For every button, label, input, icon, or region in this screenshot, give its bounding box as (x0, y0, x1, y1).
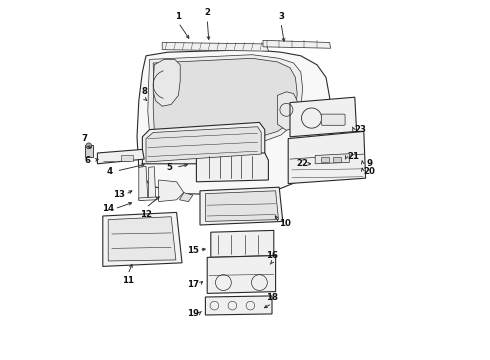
Polygon shape (139, 166, 148, 201)
Text: 20: 20 (363, 166, 375, 175)
Text: 14: 14 (102, 204, 114, 213)
Bar (121, 155, 133, 161)
Text: 19: 19 (187, 309, 199, 318)
Text: 8: 8 (141, 87, 147, 96)
Polygon shape (153, 58, 297, 144)
Text: 17: 17 (187, 280, 199, 289)
FancyBboxPatch shape (321, 114, 345, 125)
Text: 16: 16 (266, 251, 278, 260)
Polygon shape (288, 131, 366, 184)
Text: 21: 21 (347, 152, 359, 161)
Polygon shape (148, 167, 156, 199)
Polygon shape (263, 40, 331, 48)
Polygon shape (159, 180, 184, 202)
Circle shape (86, 143, 92, 149)
Polygon shape (207, 256, 275, 293)
Polygon shape (205, 296, 272, 315)
Polygon shape (139, 197, 157, 201)
Polygon shape (200, 187, 283, 225)
Polygon shape (290, 97, 357, 137)
Bar (333, 157, 341, 162)
Polygon shape (103, 212, 182, 266)
Polygon shape (143, 122, 265, 164)
Text: 1: 1 (175, 12, 181, 21)
Text: 2: 2 (204, 8, 210, 17)
Text: 11: 11 (122, 276, 134, 285)
Text: 4: 4 (107, 166, 113, 175)
Polygon shape (162, 42, 269, 51)
Text: 10: 10 (279, 219, 291, 228)
Text: 5: 5 (167, 163, 172, 172)
Polygon shape (137, 50, 330, 194)
Text: 7: 7 (82, 134, 88, 143)
Text: 22: 22 (296, 159, 309, 168)
Polygon shape (98, 149, 144, 164)
Text: 13: 13 (113, 190, 125, 199)
Polygon shape (108, 217, 176, 261)
Polygon shape (148, 55, 303, 149)
Polygon shape (211, 230, 274, 257)
Polygon shape (196, 153, 269, 182)
Text: 12: 12 (140, 210, 152, 219)
Bar (320, 157, 328, 162)
Polygon shape (146, 127, 261, 162)
Polygon shape (315, 154, 349, 164)
Polygon shape (179, 193, 193, 202)
Text: 23: 23 (354, 125, 366, 134)
Polygon shape (153, 59, 180, 106)
Text: 15: 15 (187, 246, 199, 255)
Text: 18: 18 (266, 292, 278, 302)
Polygon shape (205, 191, 278, 221)
Text: 3: 3 (278, 12, 284, 21)
Text: 9: 9 (366, 159, 372, 168)
Polygon shape (277, 92, 297, 130)
Text: 6: 6 (84, 156, 90, 165)
Bar (85, 145, 93, 157)
